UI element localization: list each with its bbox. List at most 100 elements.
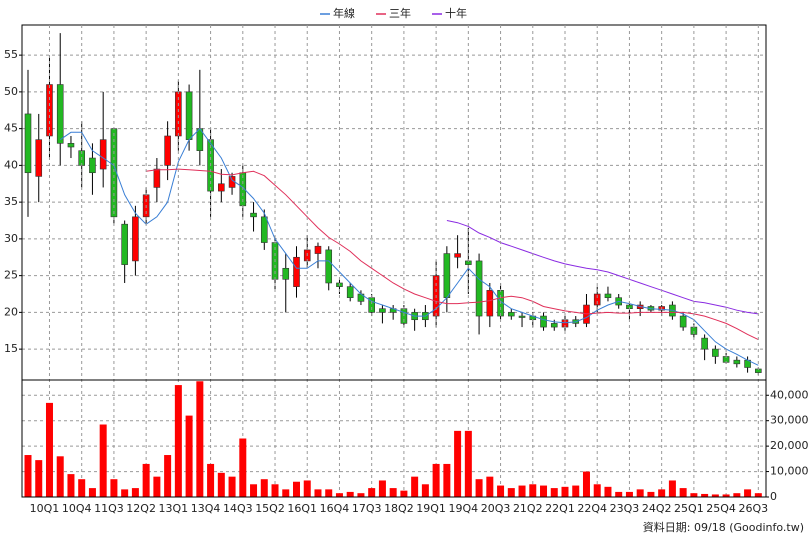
volume-bar xyxy=(486,476,494,497)
candle-body xyxy=(121,223,128,265)
volume-bar xyxy=(164,455,172,497)
candle-body xyxy=(443,253,451,298)
volume-bar xyxy=(325,489,333,497)
volume-bar xyxy=(389,488,397,497)
x-tick-label: 11Q3 xyxy=(94,502,124,515)
y2-tick-label: 40,000 xyxy=(770,388,808,401)
volume-bar xyxy=(679,488,687,497)
candle-body xyxy=(550,323,558,328)
volume-bar xyxy=(733,493,741,497)
candle-body xyxy=(35,139,43,177)
volume-bar xyxy=(174,385,182,497)
x-tick-label: 10Q4 xyxy=(62,502,92,515)
volume-bar xyxy=(636,489,644,497)
volume-bar xyxy=(67,474,75,497)
volume-bar xyxy=(722,494,730,497)
y-tick-label: 55 xyxy=(4,48,18,61)
candle-body xyxy=(507,312,515,317)
x-tick-label: 22Q1 xyxy=(545,502,575,515)
volume-bar xyxy=(497,485,505,497)
candle-body xyxy=(346,286,354,298)
volume-bar xyxy=(464,430,472,497)
volume-bar xyxy=(443,463,451,497)
volume-bar xyxy=(368,488,376,497)
volume-bar xyxy=(561,486,569,497)
source-note: 資料日期: 09/18 (Goodinfo.tw) xyxy=(643,520,804,534)
volume-bar xyxy=(357,493,365,497)
y-tick-label: 45 xyxy=(4,122,18,135)
y-tick-label: 15 xyxy=(4,342,18,355)
ma-line xyxy=(59,127,759,366)
volume-bar xyxy=(228,476,236,497)
volume-bar xyxy=(142,463,150,497)
candle-body xyxy=(132,216,139,262)
candle-body xyxy=(486,290,494,317)
x-tick-label: 13Q1 xyxy=(159,502,189,515)
candle-body xyxy=(164,135,171,166)
volume-bar xyxy=(540,485,548,497)
legend-label: 三年 xyxy=(389,6,411,20)
y-tick-label: 30 xyxy=(4,232,18,245)
y2-tick-label: 10,000 xyxy=(770,465,808,478)
plot-frame xyxy=(21,379,767,498)
candle-body xyxy=(733,359,741,365)
volume-bar xyxy=(207,463,215,497)
candle-body xyxy=(293,256,300,287)
volume-bar xyxy=(271,484,279,497)
x-tick-label: 12Q2 xyxy=(126,502,156,515)
candle-body xyxy=(218,183,225,192)
volume-bar xyxy=(421,484,429,497)
volume-bar xyxy=(744,489,752,497)
volume-bar xyxy=(153,476,161,497)
volume-bar xyxy=(668,480,676,497)
x-tick-label: 16Q4 xyxy=(320,502,350,515)
y-tick-label: 50 xyxy=(4,85,18,98)
volume-bar xyxy=(303,480,311,497)
candle-body xyxy=(282,267,290,280)
candle-body xyxy=(99,139,107,170)
x-tick-label: 14Q3 xyxy=(223,502,253,515)
volume-bar xyxy=(24,455,32,497)
volume-bar xyxy=(346,491,354,497)
x-tick-label: 10Q1 xyxy=(30,502,60,515)
candle-body xyxy=(260,216,268,243)
volume-bar xyxy=(518,485,526,497)
volume-bar xyxy=(754,493,762,497)
volume-bar xyxy=(625,491,633,497)
x-tick-label: 22Q4 xyxy=(577,502,607,515)
y2-tick-label: 30,000 xyxy=(770,414,808,427)
x-tick-label: 23Q3 xyxy=(610,502,640,515)
x-tick-label: 13Q4 xyxy=(191,502,221,515)
candle-body xyxy=(712,348,719,357)
x-tick-label: 25Q4 xyxy=(706,502,736,515)
volume-bar xyxy=(411,476,419,497)
volume-bar xyxy=(529,484,537,497)
volume-bar xyxy=(239,438,247,497)
volume-bar xyxy=(615,491,623,497)
legend-label: 十年 xyxy=(445,6,467,20)
volume-bar xyxy=(711,494,719,497)
x-tick-label: 18Q2 xyxy=(384,502,414,515)
volume-bar xyxy=(88,488,96,497)
candle-body xyxy=(679,315,687,328)
volume-bar xyxy=(250,484,258,497)
volume-bar xyxy=(78,479,86,497)
volume-bar xyxy=(314,489,322,497)
volume-bar xyxy=(185,415,193,497)
y-tick-label: 40 xyxy=(4,158,18,171)
candle-body xyxy=(153,168,161,188)
x-tick-label: 26Q3 xyxy=(738,502,768,515)
volume-bar xyxy=(45,402,53,497)
x-tick-label: 15Q2 xyxy=(255,502,285,515)
volume-bar xyxy=(282,489,290,497)
candle-body xyxy=(89,157,96,174)
volume-bar xyxy=(658,489,666,497)
ma-line xyxy=(446,220,759,315)
volume-bar xyxy=(335,493,343,497)
volume-bar xyxy=(400,490,408,497)
y-tick-label: 35 xyxy=(4,195,18,208)
volume-bar xyxy=(293,481,300,497)
candle-body xyxy=(604,293,612,298)
candle-body xyxy=(593,293,601,306)
